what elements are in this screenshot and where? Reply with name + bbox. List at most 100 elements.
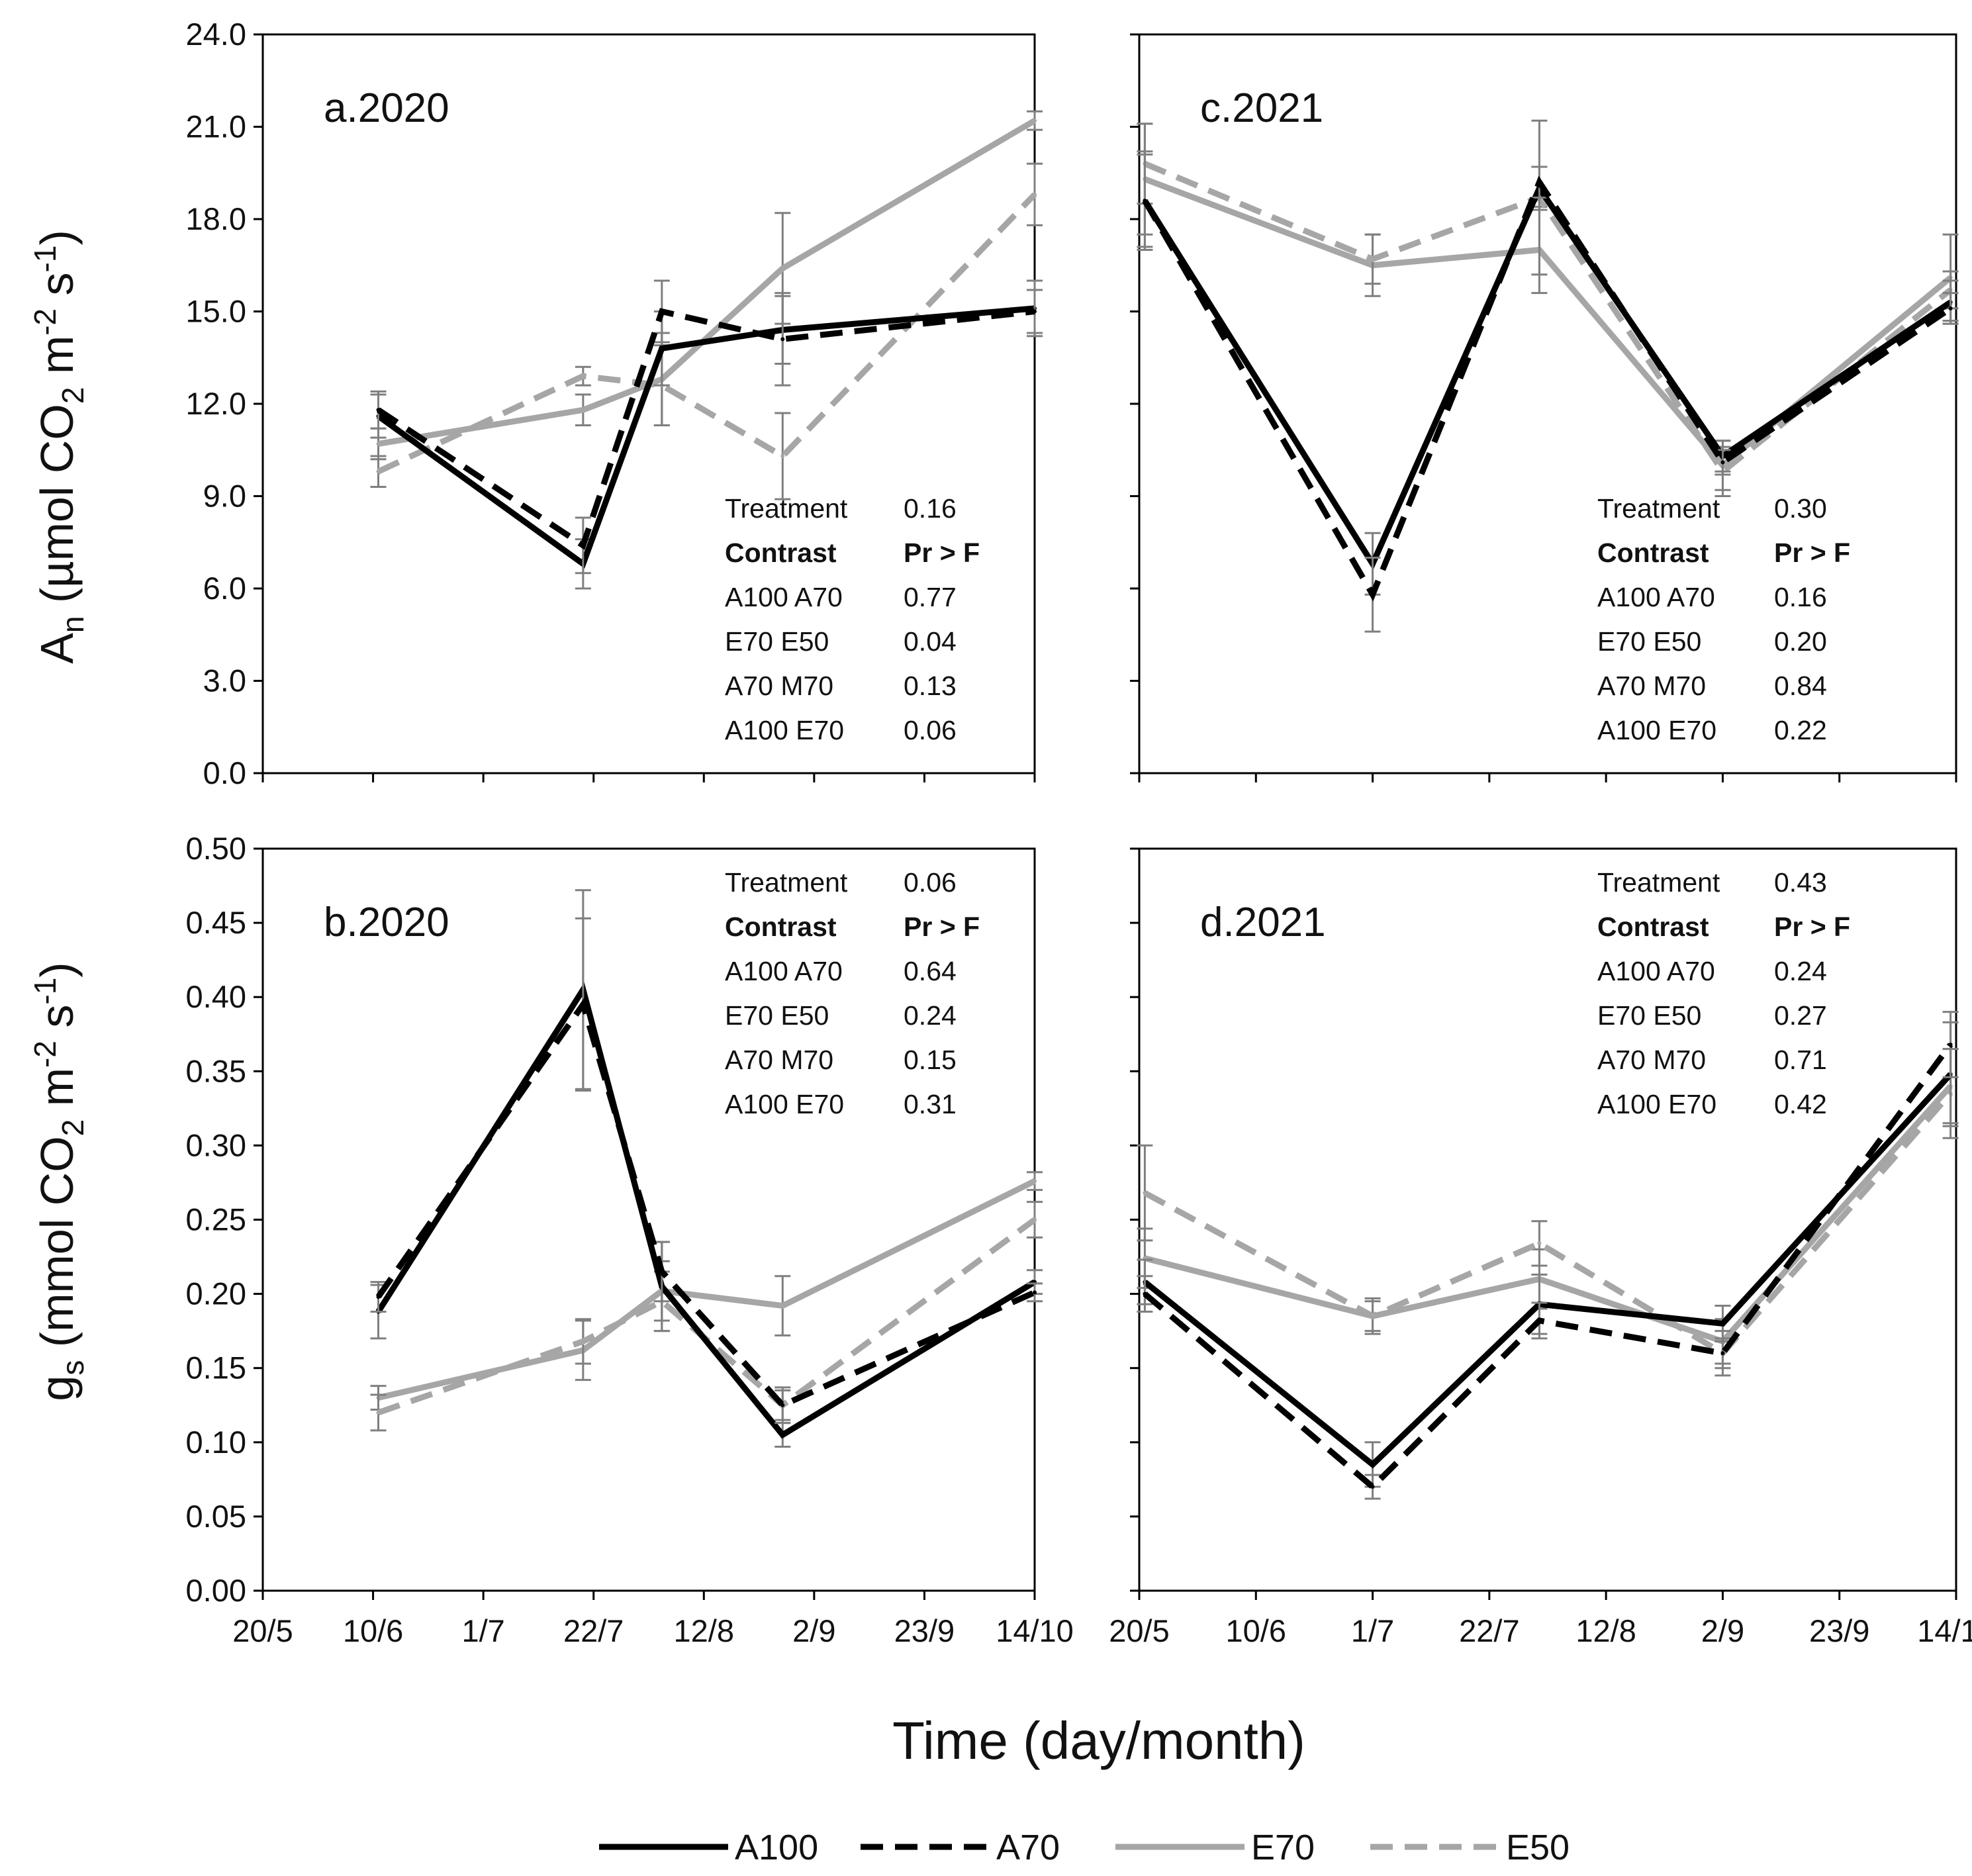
- data-point: [1033, 192, 1037, 197]
- panel-a: 0.0 3.0 6.0 9.0 12.0 15.0 18.0 21.0 24.0 a.2020 Tr…: [186, 17, 1043, 790]
- panel-label-d: d.2021: [1200, 900, 1326, 945]
- stats-label: A100 E70: [725, 1089, 844, 1119]
- data-point: [581, 408, 585, 412]
- y-tick-label: 0.05: [186, 1499, 246, 1534]
- y-tick-label: 0.40: [186, 979, 246, 1014]
- data-point: [1537, 1318, 1542, 1323]
- y-tick-label: 12.0: [186, 386, 246, 421]
- y-tick-label: 0.50: [186, 831, 246, 866]
- x-tick-label: 14/10: [1917, 1613, 1972, 1648]
- legend-label-a70: A70: [996, 1828, 1060, 1867]
- stats-label: Contrast: [725, 912, 837, 942]
- stats-label: A100 A70: [1597, 956, 1715, 986]
- stats-label: A100 E70: [1597, 1089, 1716, 1119]
- x-tick-label: 2/9: [792, 1613, 835, 1648]
- series-e70-a: [370, 110, 1043, 461]
- data-point: [376, 442, 381, 446]
- series-e50-b: [370, 1201, 1043, 1432]
- x-tick-label: 22/7: [563, 1613, 624, 1648]
- x-tick-label: 1/7: [1351, 1613, 1394, 1648]
- stats-value: Pr > F: [904, 912, 980, 942]
- stats-value: 0.30: [1774, 493, 1827, 524]
- series-line: [1143, 1072, 1953, 1469]
- data-point: [780, 266, 785, 271]
- x-tick-label: 12/8: [674, 1613, 734, 1648]
- stats-value: 0.31: [904, 1089, 957, 1119]
- y-tick-label: 0.30: [186, 1127, 246, 1162]
- series-a70-c: [1137, 150, 1959, 633]
- data-point: [1720, 460, 1725, 465]
- stats-label: E70 E50: [725, 626, 829, 657]
- data-point: [1143, 1291, 1147, 1296]
- series-e70-c: [1137, 122, 1959, 491]
- stats-label: E70 E50: [725, 1000, 829, 1031]
- y-tick-label: 15.0: [186, 294, 246, 329]
- y-tick-label: 0.10: [186, 1425, 246, 1460]
- data-point: [1537, 1241, 1542, 1246]
- y-tick-label: 6.0: [203, 571, 246, 606]
- stats-value: 0.13: [904, 671, 957, 701]
- y-tick-label: 18.0: [186, 201, 246, 236]
- series-a70-d: [1137, 1011, 1959, 1500]
- data-point: [659, 309, 664, 314]
- data-point: [376, 1410, 381, 1415]
- series-e50-a: [370, 162, 1043, 500]
- stats-value: 0.06: [904, 867, 957, 898]
- series-line: [377, 1217, 1037, 1416]
- stats-value: Pr > F: [1774, 538, 1850, 568]
- stats-value: 0.64: [904, 956, 957, 986]
- stats-value: 0.24: [1774, 956, 1827, 986]
- data-point: [581, 374, 585, 379]
- stats-label: E70 E50: [1597, 626, 1701, 657]
- data-point: [1033, 1290, 1037, 1295]
- y-tick-label: 9.0: [203, 479, 246, 514]
- stats-value: Pr > F: [1774, 912, 1850, 942]
- stats-label: Contrast: [1597, 538, 1709, 568]
- y-tick-label: 0.20: [186, 1276, 246, 1311]
- stats-label: A100 A70: [725, 582, 843, 612]
- data-point: [1537, 180, 1542, 185]
- x-tick-label: 2/9: [1701, 1613, 1744, 1648]
- x-axis-label: Time (day/month): [892, 1711, 1305, 1770]
- data-point: [659, 1269, 664, 1274]
- data-point: [1948, 1042, 1953, 1047]
- stats-value: 0.71: [1774, 1045, 1827, 1075]
- series-a70-a: [370, 279, 1043, 575]
- stats-label: A70 M70: [725, 1045, 833, 1075]
- data-point: [780, 1303, 785, 1308]
- stats-label: Treatment: [725, 867, 848, 898]
- y-tick-label: 24.0: [186, 17, 246, 52]
- x-tick-label: 23/9: [894, 1613, 955, 1648]
- data-point: [376, 408, 381, 412]
- x-tick-label: 1/7: [461, 1613, 504, 1648]
- stats-value: 0.16: [904, 493, 957, 524]
- x-tick-label: 22/7: [1459, 1613, 1519, 1648]
- data-point: [1033, 118, 1037, 123]
- data-point: [1370, 1462, 1375, 1467]
- panel-label-a: a.2020: [324, 85, 449, 131]
- stats-value: 0.06: [904, 715, 957, 745]
- stats-label: A70 M70: [1597, 1045, 1706, 1075]
- y-tick-label: 3.0: [203, 663, 246, 698]
- data-point: [1370, 1485, 1375, 1489]
- data-point: [581, 1002, 585, 1007]
- x-tick-label: 23/9: [1809, 1613, 1869, 1648]
- stats-value: 0.77: [904, 582, 957, 612]
- series-line: [1143, 176, 1953, 470]
- panel-label-b: b.2020: [324, 900, 449, 945]
- stats-label: A70 M70: [1597, 671, 1706, 701]
- stats-table-b: Treatment 0.06 Contrast Pr > F A100 A70 0.64 E…: [725, 867, 980, 1119]
- y-tick-label: 0.00: [186, 1573, 246, 1608]
- data-point: [581, 1339, 585, 1344]
- data-point: [780, 1432, 785, 1437]
- stats-label: A100 E70: [1597, 715, 1716, 745]
- stats-value: 0.27: [1774, 1000, 1827, 1031]
- data-point: [1033, 1217, 1037, 1222]
- data-point: [780, 337, 785, 342]
- x-tick-label: 14/10: [996, 1613, 1074, 1648]
- data-point: [376, 469, 381, 474]
- y-tick-label: 0.15: [186, 1350, 246, 1385]
- stats-value: 0.42: [1774, 1089, 1827, 1119]
- y-tick-label: 0.25: [186, 1202, 246, 1237]
